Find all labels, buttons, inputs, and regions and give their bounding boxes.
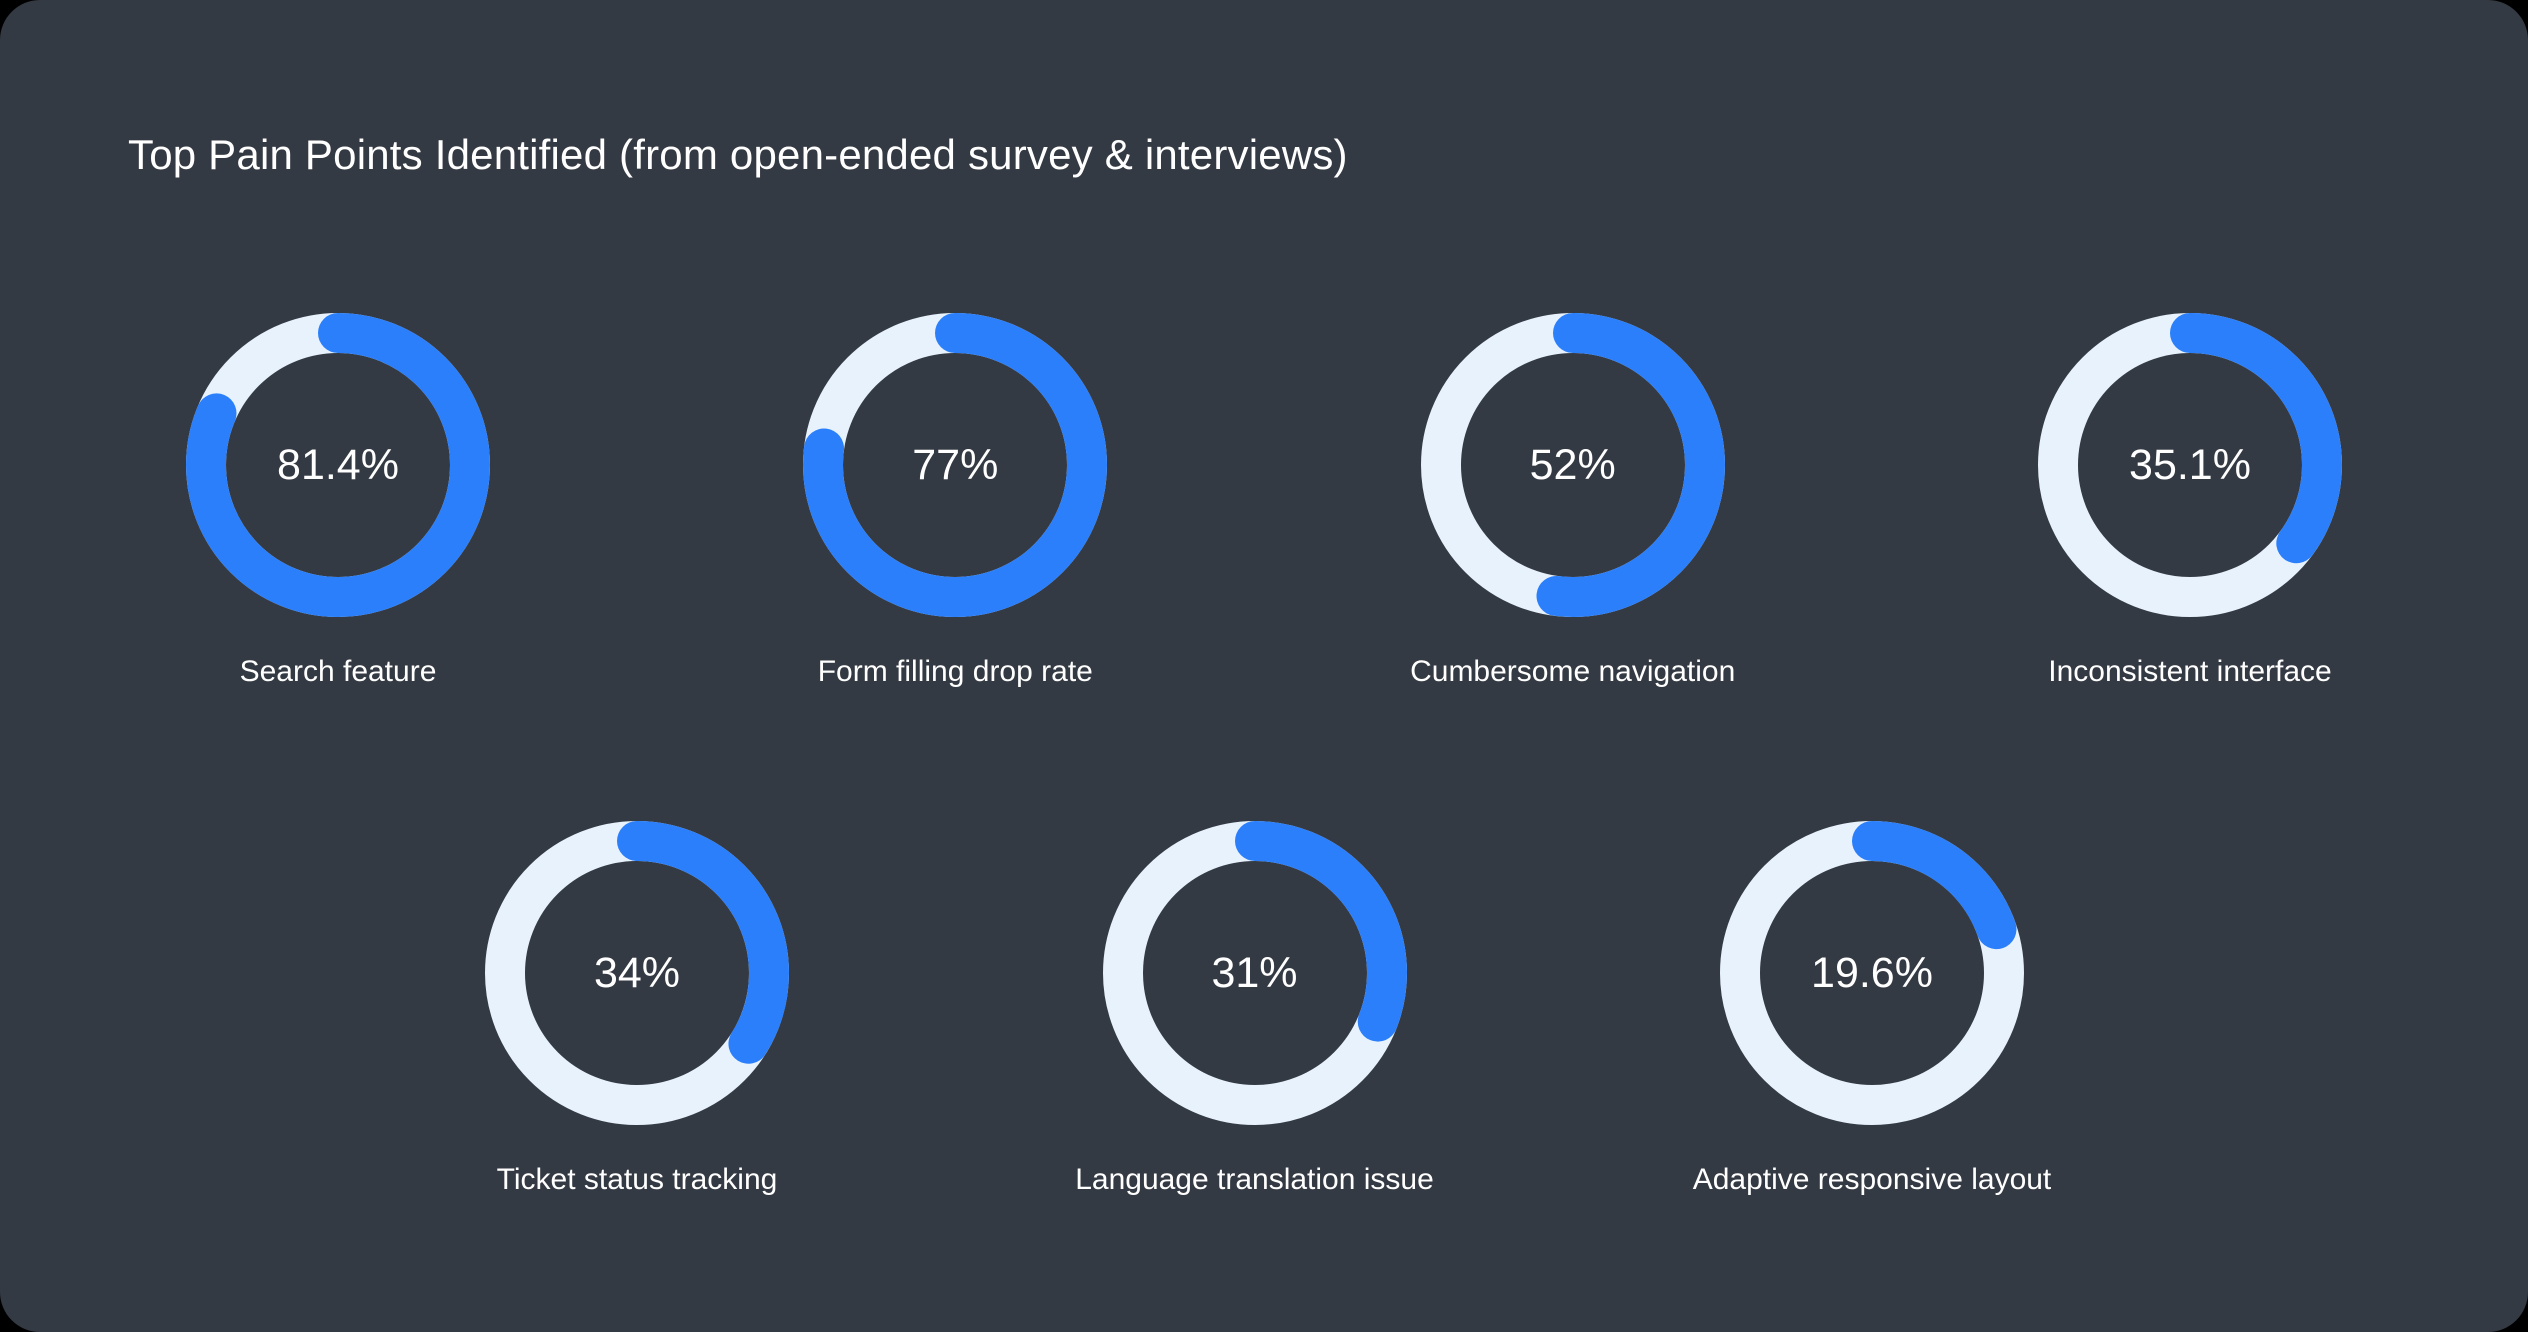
donut-ring-svg — [485, 821, 789, 1125]
donut-chart-item: 19.6% Adaptive responsive layout — [1562, 821, 2182, 1197]
donut-ring: 31% — [1102, 821, 1407, 1125]
donut-progress-arc — [186, 313, 490, 617]
donut-ring-svg — [1102, 821, 1407, 1125]
donut-chart-item: 35.1% Inconsistent interface — [1880, 313, 2500, 689]
donut-ring: 34% — [485, 821, 789, 1125]
donut-percentage-value: 34% — [593, 948, 681, 997]
donut-ring-svg — [1720, 821, 2024, 1125]
donut-percentage-value: 81.4% — [277, 440, 399, 489]
donut-category-label: Language translation issue — [1075, 1163, 1434, 1196]
donut-ring-svg — [2038, 313, 2342, 617]
donut-progress-arc — [485, 821, 789, 1125]
donut-ring: 81.4% — [186, 313, 490, 617]
donut-category-label: Form filling drop rate — [817, 655, 1093, 688]
donut-chart-item: 81.4% Search feature — [28, 313, 648, 689]
donut-percentage-value: 77% — [912, 440, 999, 489]
donut-progress-arc — [2038, 313, 2342, 617]
donut-category-label: Cumbersome navigation — [1410, 655, 1736, 688]
donut-chart-item: 52% Cumbersome navigation — [1263, 313, 1883, 689]
donut-category-label: Ticket status tracking — [496, 1163, 778, 1196]
chart-title: Top Pain Points Identified (from open-en… — [128, 131, 1348, 178]
donut-progress-arc — [1102, 821, 1407, 1125]
donut-percentage-value: 35.1% — [2129, 440, 2251, 489]
donut-percentage-value: 19.6% — [1811, 948, 1933, 997]
donut-progress-arc — [803, 313, 1108, 617]
donut-ring-svg — [1420, 313, 1725, 617]
donut-ring-svg — [186, 313, 490, 617]
donut-chart-item: 31% Language translation issue — [945, 821, 1565, 1197]
donut-category-label: Adaptive responsive layout — [1692, 1163, 2052, 1196]
donut-category-label: Inconsistent interface — [2048, 655, 2332, 688]
donut-category-label: Search feature — [239, 655, 437, 688]
donut-ring: 19.6% — [1720, 821, 2024, 1125]
donut-chart-item: 34% Ticket status tracking — [327, 821, 947, 1197]
donut-ring: 35.1% — [2038, 313, 2342, 617]
donut-percentage-value: 31% — [1211, 948, 1298, 997]
donut-ring: 77% — [803, 313, 1108, 617]
donut-progress-arc — [1420, 313, 1725, 617]
donut-progress-arc — [1720, 821, 2024, 1125]
donut-chart-item: 77% Form filling drop rate — [645, 313, 1265, 689]
donut-ring: 52% — [1420, 313, 1725, 617]
donut-percentage-value: 52% — [1529, 440, 1616, 489]
donut-ring-svg — [803, 313, 1108, 617]
